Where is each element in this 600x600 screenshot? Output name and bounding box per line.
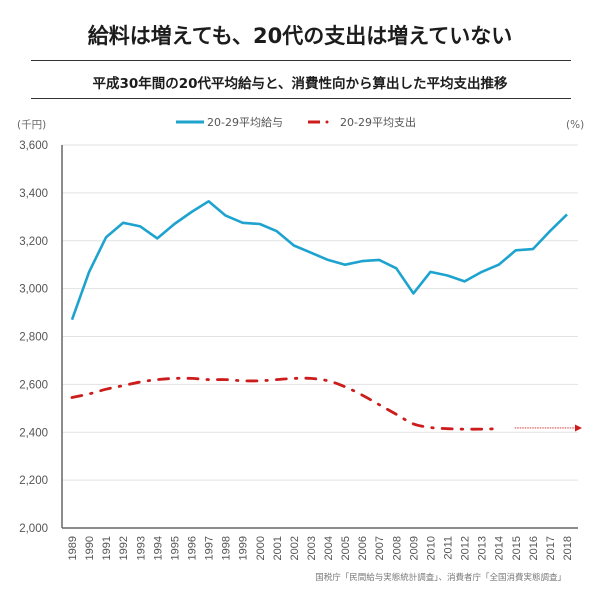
x-tick-label: 1996 [186, 536, 198, 560]
x-tick-label: 2012 [460, 536, 472, 560]
x-tick-label: 1999 [238, 536, 250, 560]
x-tick-label: 2014 [494, 536, 506, 560]
x-tick-label: 2001 [272, 536, 284, 560]
x-tick-label: 1993 [135, 536, 147, 560]
x-tick-label: 2006 [357, 536, 369, 560]
x-tick-label: 1995 [169, 536, 181, 560]
legend: 20-29平均給与 20-29平均支出 [176, 115, 416, 129]
y-axis-unit: (千円) [17, 119, 46, 131]
x-tick-label: 2009 [408, 536, 420, 560]
x-tick-label: 2000 [255, 536, 267, 560]
x-tick-label: 1989 [67, 536, 79, 560]
x-tick-label: 1994 [152, 536, 164, 560]
subtitle-divider [31, 98, 571, 99]
x-tick-label: 2015 [511, 536, 523, 560]
series-line-expenditure [70, 376, 501, 431]
series-group [70, 200, 582, 432]
x-tick-label: 2005 [340, 536, 352, 560]
x-tick-label: 2004 [323, 536, 335, 560]
x-tick-label: 2011 [443, 536, 455, 560]
x-axis-ticks: 1989 1990 1991 1992 1993 1994 1995 1996 1997 1998… [67, 536, 574, 560]
title-divider [31, 60, 571, 61]
x-tick-label: 1997 [204, 536, 216, 560]
y-tick-label: 2,400 [19, 427, 48, 439]
source-note: 国税庁「民間給与実態統計調査」、消費者庁「全国消費実態調査」 [315, 573, 566, 583]
chart-subtitle: 平成30年間の20代平均給与と、消費性向から算出した平均支出推移 [92, 76, 508, 92]
legend-label-expenditure: 20-29平均支出 [340, 115, 416, 129]
x-tick-label: 1990 [84, 536, 96, 560]
series-line-salary [70, 200, 568, 321]
y-tick-label: 3,000 [19, 284, 48, 296]
x-tick-label: 2016 [528, 536, 540, 560]
x-tick-label: 1991 [101, 536, 113, 560]
y-tick-label: 2,000 [19, 523, 48, 535]
x-tick-label: 2017 [545, 536, 557, 560]
legend-swatch-expenditure-dot [325, 120, 329, 124]
x-tick-label: 2018 [562, 536, 574, 560]
chart-title: 給料は増えても、20代の支出は増えていない [87, 24, 513, 48]
x-tick-label: 2008 [391, 536, 403, 560]
x-tick-label: 2003 [306, 536, 318, 560]
x-tick-label: 1992 [118, 536, 130, 560]
x-tick-label: 2013 [477, 536, 489, 560]
projection-arrowhead [575, 424, 582, 432]
x-tick-label: 2007 [374, 536, 386, 560]
y-tick-label: 2,800 [19, 332, 48, 344]
y-tick-label: 3,600 [19, 140, 48, 152]
x-tick-label: 2002 [289, 536, 301, 560]
y-tick-label: 3,200 [19, 236, 48, 248]
y-axis-ticks: 2,000 2,200 2,400 2,600 2,800 3,000 3,200 3,400… [19, 140, 48, 535]
gridlines [62, 144, 578, 481]
x-tick-label: 1998 [221, 536, 233, 560]
x-tick-label: 2010 [425, 536, 437, 560]
y-tick-label: 2,200 [19, 475, 48, 487]
y2-axis-unit: (%) [566, 119, 584, 131]
y-tick-label: 2,600 [19, 379, 48, 391]
y-tick-label: 3,400 [19, 188, 48, 200]
legend-label-salary: 20-29平均給与 [207, 115, 283, 129]
